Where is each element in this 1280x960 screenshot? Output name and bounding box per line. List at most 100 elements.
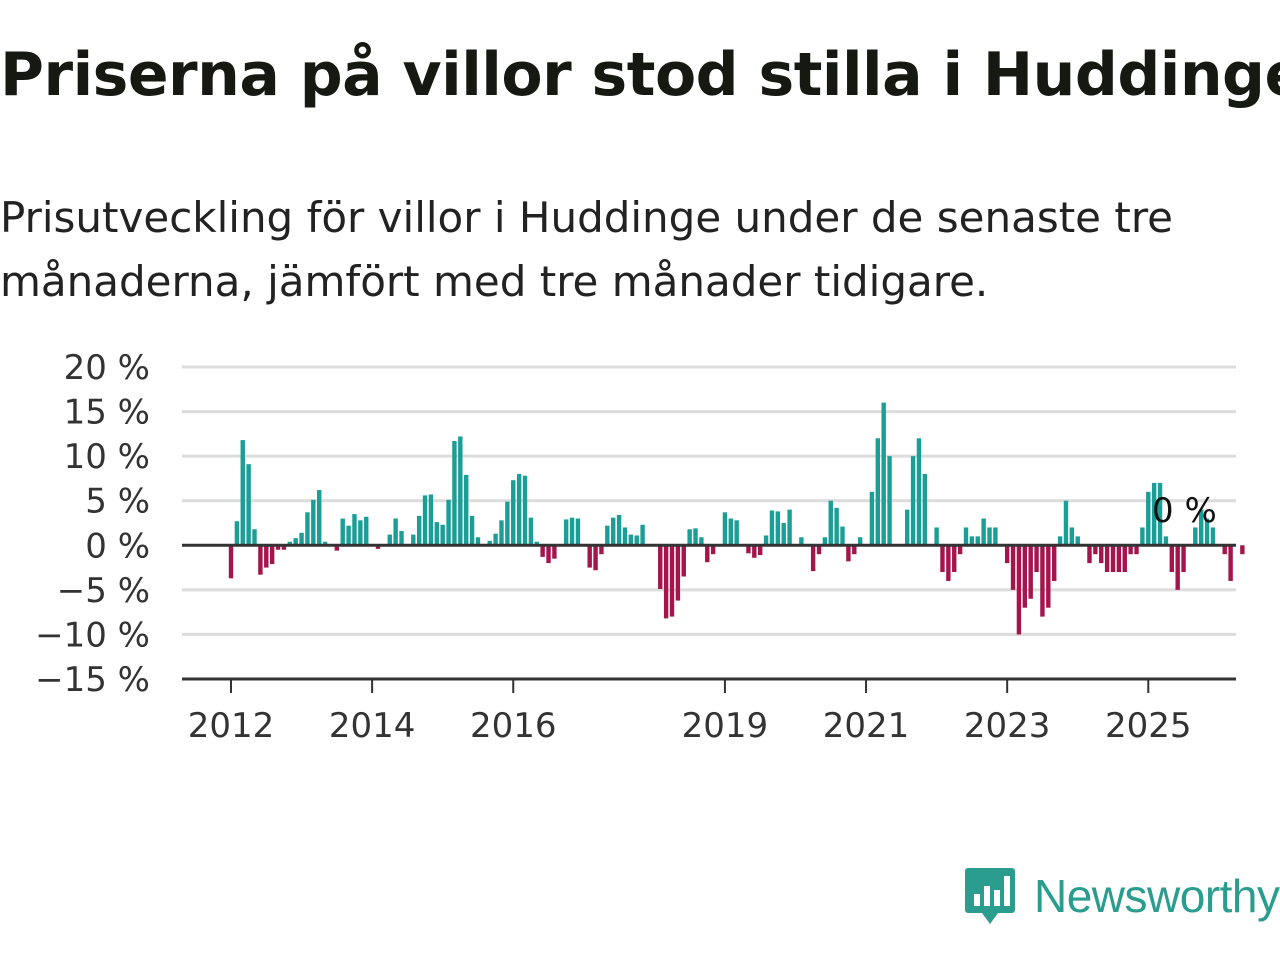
- bar: [781, 523, 786, 546]
- bar: [299, 532, 304, 546]
- bar: [1063, 500, 1069, 546]
- bar: [934, 527, 939, 546]
- bar: [281, 545, 287, 550]
- bar: [816, 545, 822, 555]
- bar: [1110, 545, 1116, 573]
- bar: [258, 545, 263, 575]
- x-tick-label: 2014: [329, 706, 416, 746]
- bar: [1099, 545, 1104, 564]
- bar: [611, 517, 616, 546]
- bar: [687, 529, 692, 546]
- bar: [334, 545, 340, 551]
- bar: [1022, 545, 1027, 608]
- bar: [1222, 545, 1227, 555]
- bar: [840, 526, 845, 546]
- bar: [734, 520, 739, 546]
- bar: [699, 537, 704, 546]
- x-tick-label: 2021: [823, 706, 910, 746]
- bar: [469, 515, 475, 546]
- bar: [505, 501, 510, 546]
- bar: [681, 545, 686, 577]
- bar: [493, 533, 498, 546]
- x-axis: 2012 2014 2016 2019 2021 2023 2025: [182, 677, 1236, 746]
- bar: [669, 545, 675, 617]
- bar: [758, 545, 763, 556]
- bar: [1128, 545, 1133, 555]
- bar: [1204, 518, 1210, 546]
- bar: [375, 545, 381, 549]
- bar: [952, 545, 957, 573]
- bar: [1181, 545, 1186, 573]
- latest-value-label: 0 %: [1152, 491, 1217, 531]
- bar: [458, 436, 463, 546]
- bar: [399, 531, 404, 546]
- bar: [640, 524, 645, 546]
- bar: [387, 534, 392, 546]
- bar: [869, 491, 875, 546]
- bar: [693, 528, 698, 546]
- bar: [522, 475, 528, 546]
- bar: [1122, 545, 1127, 573]
- bar: [393, 518, 398, 546]
- bar: [305, 512, 310, 546]
- bar: [599, 545, 604, 555]
- bar: [1134, 545, 1139, 555]
- bar: [987, 527, 992, 546]
- bar: [275, 545, 281, 550]
- bar: [963, 527, 969, 546]
- bar: [746, 545, 751, 554]
- bar: [1104, 545, 1110, 573]
- gridlines: [182, 365, 1236, 636]
- bar: [752, 545, 757, 558]
- bar: [1087, 545, 1092, 564]
- bar: [658, 545, 663, 589]
- bar: [634, 535, 639, 546]
- y-tick-label: −15 %: [35, 660, 150, 700]
- bar: [705, 545, 710, 563]
- bar: [1163, 536, 1169, 546]
- bar: [1016, 545, 1022, 635]
- bar: [828, 500, 833, 546]
- bar: [269, 545, 275, 565]
- bar: [416, 515, 422, 546]
- y-axis-ticks: 20 % 15 %10 % 5 %0 % −5 %−10 % −15 %: [35, 348, 150, 700]
- bar: [446, 499, 451, 546]
- bar: [563, 519, 569, 546]
- bar: [422, 495, 428, 546]
- bar: [311, 499, 316, 546]
- y-tick-label: 0 %: [85, 526, 150, 566]
- bar: [1157, 482, 1163, 546]
- bar: [252, 529, 257, 546]
- bar: [346, 525, 351, 546]
- bar: [352, 514, 357, 546]
- bar: [552, 545, 557, 559]
- bar: [940, 545, 945, 573]
- bar: [593, 545, 598, 571]
- bar: [969, 536, 975, 546]
- bar: [887, 456, 892, 546]
- bar: [228, 545, 234, 579]
- bar: [1140, 527, 1145, 546]
- bar: [916, 438, 922, 546]
- bar: [787, 509, 792, 546]
- bar: [511, 480, 516, 546]
- bar: [810, 545, 816, 572]
- brand-name: Newsworthy: [1034, 870, 1280, 922]
- bar: [1199, 509, 1204, 546]
- bar: [822, 537, 828, 546]
- bar: [1069, 527, 1075, 546]
- x-tick-label: 2023: [964, 706, 1051, 746]
- bar: [364, 516, 369, 546]
- bar: [487, 540, 492, 546]
- bar: [1151, 482, 1157, 546]
- bar: [993, 527, 998, 546]
- bar: [358, 520, 363, 546]
- chart-title: Priserna på villor stod stilla i Hudding…: [0, 40, 1280, 110]
- bar: [1116, 545, 1122, 573]
- bar: [264, 545, 269, 568]
- bar: [1210, 527, 1216, 546]
- y-tick-label: −10 %: [35, 615, 150, 655]
- bar: [499, 520, 504, 546]
- bar: [1093, 545, 1098, 555]
- bar: [622, 527, 628, 546]
